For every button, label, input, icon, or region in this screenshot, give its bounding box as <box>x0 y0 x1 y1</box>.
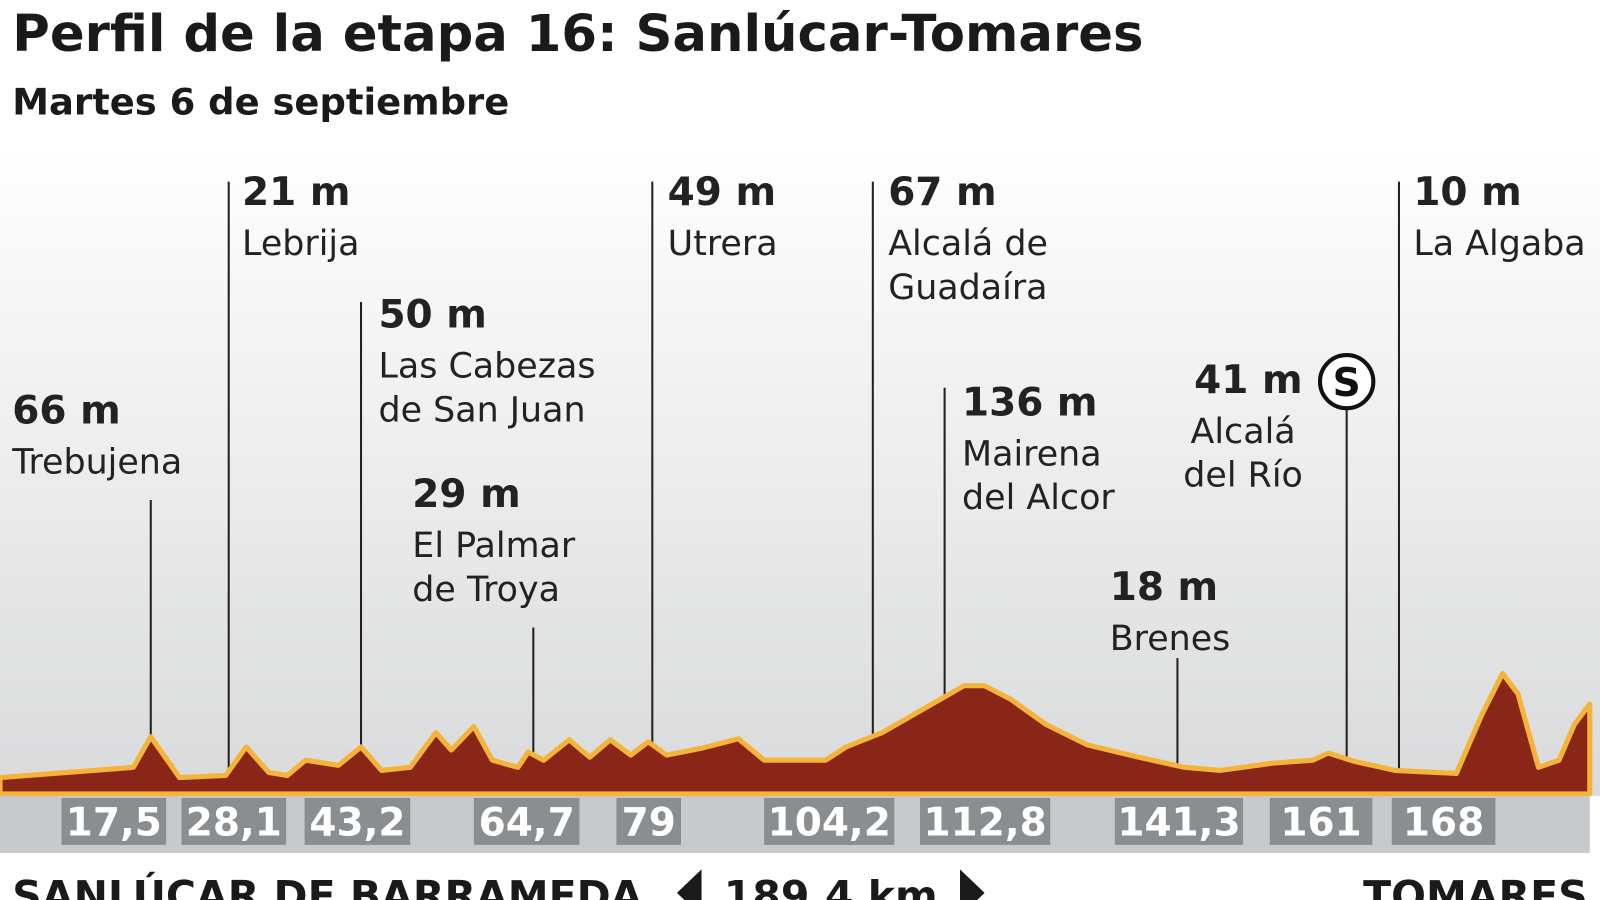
km-box <box>764 797 895 845</box>
elevation: 41 m <box>1194 358 1302 403</box>
km-box <box>1269 797 1373 845</box>
km-label: 104,2 <box>768 801 891 846</box>
sprint-icon <box>1317 353 1376 411</box>
finish-town: TOMARES <box>1363 872 1588 900</box>
place-name: El Palmar <box>412 526 576 566</box>
km-label: 168 <box>1403 801 1484 846</box>
place-name: Utrera <box>668 224 778 264</box>
km-box <box>1391 797 1496 845</box>
km-label: 141,3 <box>1117 801 1240 846</box>
km-label: 161 <box>1280 801 1361 846</box>
marker-lines <box>149 181 1400 781</box>
km-box <box>473 797 580 845</box>
place-name: del Río <box>1183 456 1303 496</box>
km-box <box>920 797 1051 845</box>
elevation: 50 m <box>378 293 486 338</box>
arrow-right <box>959 869 985 900</box>
elevation: 29 m <box>412 472 520 517</box>
km-label: 43,2 <box>309 801 405 846</box>
start-town: SANLÚCAR DE BARRAMEDA <box>12 872 642 900</box>
elevation: 66 m <box>12 389 120 434</box>
elevation: 10 m <box>1413 170 1521 215</box>
place-name: Alcalá de <box>888 224 1048 264</box>
subtitle: Martes 6 de septiembre <box>12 80 509 123</box>
arrow-left <box>676 869 702 900</box>
km-label: 64,7 <box>479 801 575 846</box>
place-name: Lebrija <box>242 224 359 264</box>
labels: 66 m Trebujena 17,5 21 m Lebrija 28,1 50 m Las … <box>11 170 1585 845</box>
place-name: Las Cabezas <box>378 347 595 387</box>
place-name: Brenes <box>1110 619 1231 659</box>
distance: 189,4 km <box>724 872 938 900</box>
km-label: 28,1 <box>186 801 282 846</box>
km-label: 112,8 <box>924 801 1047 846</box>
km-box <box>61 797 167 845</box>
km-box <box>304 797 411 845</box>
elevation: 49 m <box>668 170 776 215</box>
place-name: La Algaba <box>1413 224 1585 264</box>
place-name: Trebujena <box>11 443 182 483</box>
place-name: Mairena <box>962 434 1102 474</box>
elevation: 18 m <box>1110 565 1218 610</box>
place-name: de San Juan <box>378 391 585 431</box>
km-box <box>616 797 682 845</box>
place-name: del Alcor <box>962 478 1115 518</box>
place-name: de Troya <box>412 570 560 610</box>
elevation: 136 m <box>962 380 1097 425</box>
sprint-label: S <box>1333 361 1361 406</box>
elevation: 67 m <box>888 170 996 215</box>
place-name: Alcalá <box>1191 412 1296 452</box>
title: Perfil de la etapa 16: Sanlúcar-Tomares <box>12 5 1143 64</box>
km-label: 79 <box>622 801 676 846</box>
km-box <box>181 797 287 845</box>
elevation: 21 m <box>242 170 350 215</box>
background <box>0 142 1600 796</box>
km-label: 17,5 <box>66 801 162 846</box>
place-name: Guadaíra <box>888 268 1047 308</box>
profile <box>0 670 1593 797</box>
km-box <box>1114 797 1244 845</box>
